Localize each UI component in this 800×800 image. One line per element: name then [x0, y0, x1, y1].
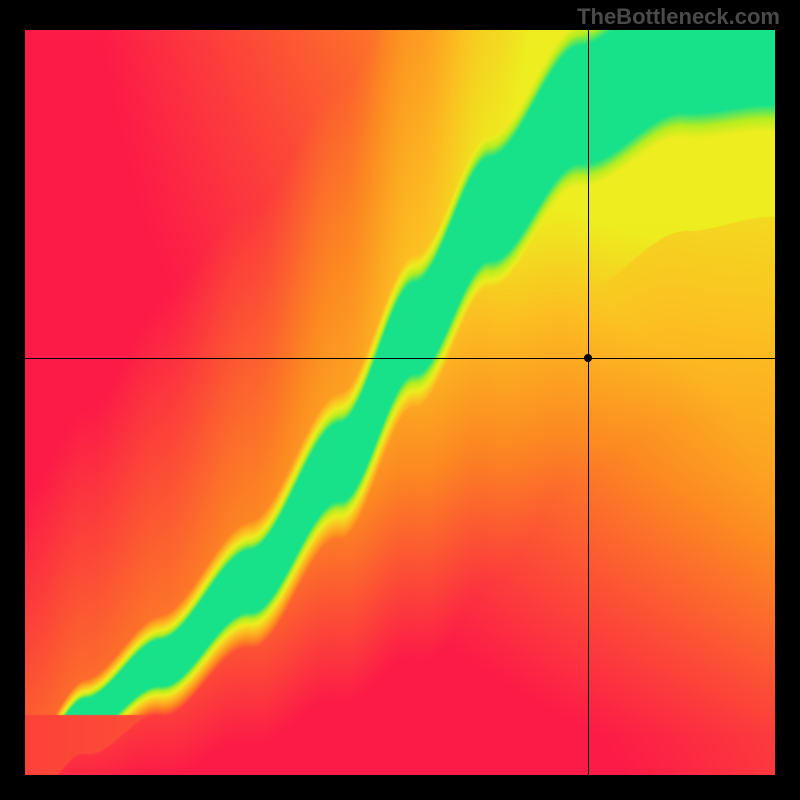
- crosshair-marker: [584, 354, 592, 362]
- heatmap-canvas: [25, 30, 775, 775]
- watermark-text: TheBottleneck.com: [577, 4, 780, 30]
- plot-area: [25, 30, 775, 775]
